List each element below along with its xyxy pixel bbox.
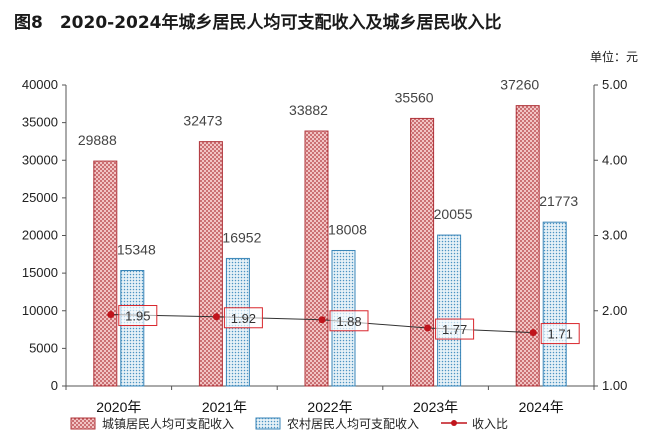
bar-rural — [120, 270, 145, 387]
data-label-urban: 37260 — [500, 77, 539, 93]
x-tick-label: 2021年 — [202, 399, 247, 415]
unit-label: 单位：元 — [589, 50, 638, 64]
data-label-rural: 15348 — [117, 242, 156, 258]
y-tick-label: 30000 — [22, 152, 58, 167]
legend-label-urban: 城镇居民人均可支配收入 — [102, 417, 234, 431]
y2-tick-label: 2.00 — [602, 303, 627, 318]
legend-swatch-urban — [70, 417, 96, 430]
bar-urban — [304, 130, 329, 387]
data-label-urban: 35560 — [395, 89, 434, 105]
data-label-ratio: 1.92 — [231, 311, 256, 326]
legend-label-ratio: 收入比 — [472, 417, 508, 431]
data-label-rural: 16952 — [222, 229, 261, 245]
data-label-urban: 32473 — [183, 113, 222, 129]
y-tick-label: 5000 — [29, 340, 58, 355]
y2-tick-label: 3.00 — [602, 228, 627, 243]
bar-urban — [410, 117, 435, 387]
bar-urban — [198, 141, 223, 387]
x-tick-label: 2022年 — [307, 399, 352, 415]
data-label-urban: 33882 — [289, 102, 328, 118]
data-label-ratio: 1.88 — [336, 314, 361, 329]
y-tick-label: 15000 — [22, 265, 58, 280]
bar-rural — [542, 221, 567, 387]
ratio-label-box — [435, 318, 475, 340]
bar-rural — [437, 234, 462, 387]
ratio-marker — [424, 324, 432, 332]
data-label-rural: 21773 — [539, 193, 578, 209]
data-label-ratio: 1.71 — [548, 327, 573, 342]
x-tick-label: 2024年 — [519, 399, 564, 415]
y-tick-label: 0 — [51, 378, 58, 393]
x-tick-label: 2023年 — [413, 399, 458, 415]
y-tick-label: 40000 — [22, 77, 58, 92]
data-label-ratio: 1.95 — [125, 309, 150, 324]
x-tick-label: 2020年 — [96, 399, 141, 415]
ratio-label-box — [540, 323, 580, 345]
chart-title: 图8 2020-2024年城乡居民人均可支配收入及城乡居民收入比 — [14, 13, 502, 33]
ratio-label-box — [118, 305, 158, 327]
ratio-marker — [529, 329, 537, 337]
bar-urban — [93, 160, 118, 387]
legend-label-rural: 农村居民人均可支配收入 — [287, 417, 419, 431]
data-label-ratio: 1.77 — [442, 322, 467, 337]
bar-urban — [515, 105, 540, 387]
ratio-label-box — [223, 307, 263, 329]
ratio-label-box — [329, 310, 369, 332]
y2-tick-label: 4.00 — [602, 152, 627, 167]
y2-tick-label: 1.00 — [602, 378, 627, 393]
ratio-marker — [107, 311, 115, 319]
y-tick-label: 10000 — [22, 303, 58, 318]
ratio-marker — [318, 316, 326, 324]
y-tick-label: 35000 — [22, 115, 58, 130]
data-label-rural: 20055 — [434, 206, 473, 222]
data-label-urban: 29888 — [78, 132, 117, 148]
ratio-marker — [212, 313, 220, 321]
y2-tick-label: 5.00 — [602, 77, 627, 92]
legend-swatch-ratio-marker — [451, 420, 457, 426]
y-tick-label: 20000 — [22, 228, 58, 243]
data-label-rural: 18008 — [328, 221, 367, 237]
y-tick-label: 25000 — [22, 190, 58, 205]
legend-swatch-rural — [255, 417, 281, 430]
